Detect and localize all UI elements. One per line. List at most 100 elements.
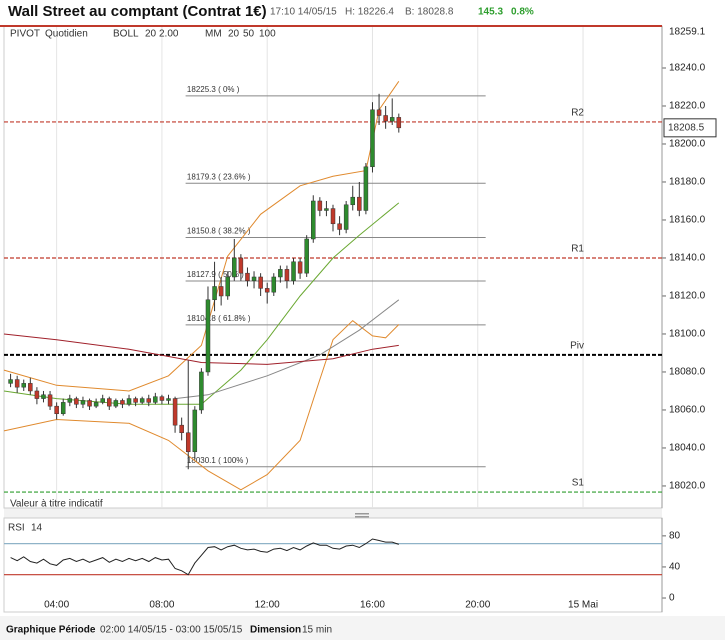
y-tick-label: 18160.0 — [669, 215, 706, 226]
candle-body — [34, 390, 40, 399]
indicator-label: 50 — [243, 29, 255, 40]
footer-dimension-label: Dimension — [250, 625, 301, 636]
candle-body — [100, 398, 105, 403]
candle-body — [60, 402, 66, 415]
footer-bar — [0, 616, 725, 640]
candle-body — [225, 276, 230, 297]
candle-body — [21, 383, 26, 388]
title: Wall Street au comptant (Contrat 1€) — [8, 3, 267, 20]
y-tick-label: 18020.0 — [669, 481, 706, 492]
indicator-label: MM — [205, 29, 222, 40]
candle-body — [153, 396, 158, 403]
candle-body — [304, 238, 309, 274]
high: H: 18226.4 — [345, 7, 394, 18]
candle-body — [258, 276, 263, 289]
candle-body — [93, 402, 99, 407]
indicator-label: Quotidien — [45, 29, 88, 40]
candle-body — [284, 269, 290, 282]
candle-body — [172, 398, 178, 426]
candle-body — [192, 409, 198, 453]
candle-body — [146, 398, 152, 403]
top-value-label: 18259.1 — [669, 26, 706, 37]
candle-body — [218, 286, 224, 297]
candle-body — [357, 196, 362, 211]
candle-body — [67, 398, 73, 403]
indicator-label: BOLL — [113, 29, 139, 40]
candle-body — [205, 299, 211, 373]
x-tick-label: 04:00 — [44, 600, 69, 611]
candle-body — [383, 115, 388, 122]
last-price-label: 18208.5 — [668, 122, 705, 133]
indicator-label: 20 — [145, 29, 157, 40]
footer-period: 02:00 14/05/15 - 03:00 15/05/15 — [100, 625, 243, 636]
candle-body — [14, 379, 20, 388]
candle-body — [120, 400, 125, 405]
splitter-handle[interactable] — [355, 513, 369, 515]
indicator-line — [3, 81, 400, 392]
candle-body — [291, 261, 296, 282]
candle-body — [251, 276, 257, 282]
rsi-line — [10, 538, 399, 576]
candle-body — [74, 398, 79, 405]
candle-body — [126, 398, 132, 405]
candle-body — [212, 286, 217, 301]
indicator-label: 20 — [228, 29, 240, 40]
indicator-line — [3, 333, 399, 365]
candle-body — [363, 166, 369, 211]
pivot-label: R2 — [571, 108, 584, 119]
x-tick-label: 08:00 — [149, 600, 174, 611]
candle-body — [297, 261, 303, 274]
y-tick-label: 18140.0 — [669, 253, 706, 264]
splitter-handle[interactable] — [355, 516, 369, 518]
candle-body — [80, 400, 86, 405]
candle-body — [28, 383, 33, 392]
pivot-label: S1 — [572, 478, 585, 489]
candle-body — [343, 204, 349, 230]
footer-dimension: 15 min — [302, 625, 332, 636]
candle-body — [107, 398, 112, 407]
change: 145.3 — [478, 7, 503, 18]
indicator-label: 100 — [259, 29, 276, 40]
y-tick-label: 18240.0 — [669, 63, 706, 74]
note: Valeur à titre indicatif — [10, 499, 103, 510]
candle-body — [350, 196, 355, 206]
y-tick-label: 18120.0 — [669, 291, 706, 302]
change-pct: 0.8% — [511, 7, 534, 18]
y-tick-label: 18060.0 — [669, 405, 706, 416]
candle-body — [271, 276, 277, 293]
candle-body — [278, 269, 283, 278]
candle-body — [370, 109, 375, 168]
candle-body — [389, 117, 395, 122]
candle-body — [159, 396, 165, 401]
candle-body — [54, 405, 59, 415]
y-tick-label: 0 — [669, 593, 675, 604]
time: 17:10 14/05/15 — [270, 7, 337, 18]
footer-period-label: Graphique Période — [6, 625, 96, 636]
candle-body — [311, 200, 316, 240]
candle-body — [41, 394, 46, 399]
pivot-label: R1 — [571, 244, 584, 255]
rsi-title: RSI — [8, 523, 25, 534]
indicator-label: 2.00 — [159, 29, 179, 40]
low: B: 18028.8 — [405, 7, 454, 18]
fib-label: 18225.3 ( 0% ) — [187, 85, 240, 94]
rsi-period: 14 — [31, 523, 43, 534]
y-tick-label: 18220.0 — [669, 101, 706, 112]
splitter[interactable] — [4, 508, 662, 518]
fib-label: 18127.9 ( 50% ) — [187, 270, 244, 279]
pivot-label: Piv — [570, 341, 584, 352]
y-tick-label: 18180.0 — [669, 177, 706, 188]
candle-body — [396, 117, 402, 129]
y-tick-label: 18100.0 — [669, 329, 706, 340]
x-tick-label: 16:00 — [360, 600, 385, 611]
candle-body — [376, 109, 382, 116]
candle-body — [179, 424, 184, 434]
indicator-line — [3, 320, 400, 491]
y-tick-label: 80 — [669, 531, 681, 542]
indicator-label: PIVOT — [10, 29, 40, 40]
y-tick-label: 18040.0 — [669, 443, 706, 454]
candle-body — [330, 208, 336, 225]
candle-body — [337, 223, 342, 230]
